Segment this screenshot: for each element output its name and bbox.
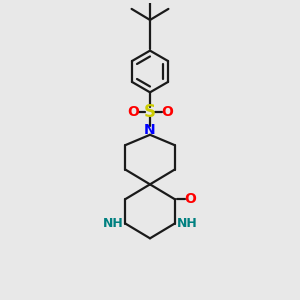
Text: NH: NH — [176, 217, 197, 230]
Text: O: O — [184, 192, 196, 206]
Text: O: O — [161, 105, 173, 119]
Text: S: S — [144, 103, 156, 121]
Text: O: O — [127, 105, 139, 119]
Text: NH: NH — [103, 217, 124, 230]
Text: N: N — [144, 123, 156, 137]
